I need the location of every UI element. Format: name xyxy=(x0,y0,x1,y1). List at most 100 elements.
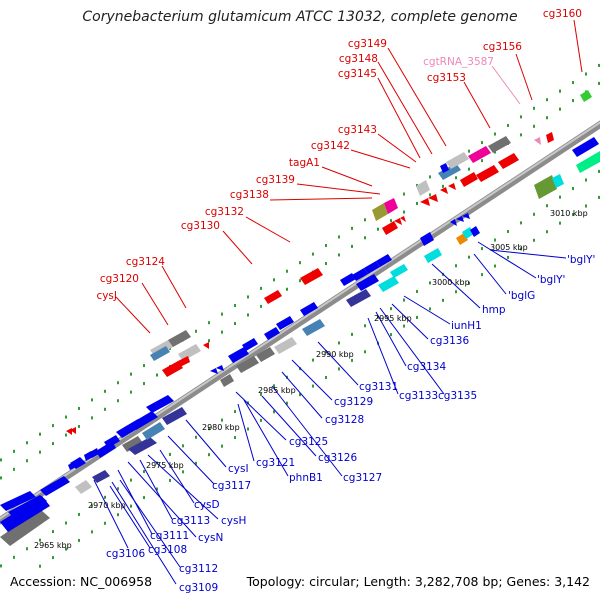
kbp-tick-label: 2985 kbp xyxy=(258,386,296,395)
kbp-tick-label: 2990 kbp xyxy=(316,350,354,359)
track-dot xyxy=(364,350,366,354)
track-dot xyxy=(468,255,470,259)
track-dot xyxy=(533,212,535,216)
gene-label-cysD: cysD xyxy=(194,499,220,511)
gene-feature xyxy=(384,198,398,214)
track-dot xyxy=(377,227,379,231)
gene-feature xyxy=(352,268,368,281)
leader-line xyxy=(185,419,227,468)
track-dot xyxy=(39,450,41,454)
gene-feature xyxy=(142,422,165,440)
track-dot xyxy=(182,470,184,474)
track-dot xyxy=(312,384,314,388)
gene-feature xyxy=(242,338,258,351)
gene-feature xyxy=(228,347,249,363)
kbp-tick-label: 3000 kbp xyxy=(432,278,470,287)
track-dot xyxy=(494,150,496,154)
gene-label-cg3112: cg3112 xyxy=(179,563,218,575)
track-dot xyxy=(39,432,41,436)
gene-feature xyxy=(0,491,36,511)
leader-line xyxy=(431,263,481,309)
gene-feature xyxy=(0,496,50,532)
track-dot xyxy=(221,444,223,448)
track-dot xyxy=(325,244,327,248)
track-dot xyxy=(429,307,431,311)
track-dot xyxy=(533,124,535,128)
track-dot xyxy=(468,281,470,285)
gene-label-cg3129: cg3129 xyxy=(334,396,373,408)
track-dot xyxy=(286,269,288,273)
track-dot xyxy=(403,192,405,196)
track-dot xyxy=(195,329,197,333)
track-dot xyxy=(78,424,80,428)
track-dot xyxy=(520,133,522,137)
track-dot xyxy=(481,247,483,251)
gene-feature xyxy=(40,476,70,496)
kbp-tick-label: 3005 kbp xyxy=(490,243,528,252)
gene-label-cg3136: cg3136 xyxy=(430,335,469,347)
track-dot xyxy=(208,321,210,325)
track-dot xyxy=(26,547,28,551)
leader-line xyxy=(141,282,169,326)
gene-feature xyxy=(346,289,371,307)
track-dot xyxy=(481,273,483,277)
track-dot xyxy=(130,372,132,376)
track-dot xyxy=(572,187,574,191)
track-dot xyxy=(455,264,457,268)
track-dot xyxy=(156,487,158,491)
gene-feature xyxy=(130,411,158,430)
track-dot xyxy=(260,286,262,290)
gene-label-cg3120: cg3120 xyxy=(100,273,139,285)
track-dot xyxy=(299,261,301,265)
gene-label-cysI: cysI xyxy=(228,463,249,475)
track-dot xyxy=(143,470,145,474)
track-dot xyxy=(143,364,145,368)
leader-line xyxy=(391,303,429,340)
gene-label-hmp: hmp xyxy=(482,304,506,316)
gene-feature xyxy=(203,342,209,349)
gene-label-bglY-2: 'bglY' xyxy=(567,254,595,266)
gene-feature xyxy=(378,276,399,292)
leader-line xyxy=(350,149,411,169)
gene-feature xyxy=(300,268,323,285)
track-dot xyxy=(403,324,405,328)
leader-line xyxy=(245,216,291,243)
track-dot xyxy=(325,376,327,380)
leader-line xyxy=(377,77,421,159)
gene-feature xyxy=(150,346,170,361)
gene-feature xyxy=(178,344,201,361)
summary-text: Topology: circular; Length: 3,282,708 bp… xyxy=(246,574,590,589)
gene-label-cg3106: cg3106 xyxy=(106,548,145,560)
gene-feature xyxy=(302,319,325,336)
gene-feature xyxy=(400,216,406,222)
track-dot xyxy=(481,159,483,163)
features-layer xyxy=(0,90,600,546)
track-dot xyxy=(117,487,119,491)
track-dot xyxy=(195,461,197,465)
leader-line xyxy=(269,197,373,201)
track-dot xyxy=(221,418,223,422)
track-dot xyxy=(78,512,80,516)
track-dot xyxy=(559,89,561,93)
leader-line xyxy=(167,435,215,485)
gene-label-cg3133: cg3133 xyxy=(399,390,438,402)
leader-line xyxy=(109,485,151,549)
gene-feature xyxy=(460,172,478,187)
gene-label-cg3156: cg3156 xyxy=(483,41,522,53)
track-dot xyxy=(533,238,535,242)
gene-feature xyxy=(364,261,380,274)
leader-line xyxy=(489,249,567,259)
track-dot xyxy=(273,384,275,388)
track-dot xyxy=(26,441,28,445)
track-dot xyxy=(546,98,548,102)
track-dot xyxy=(13,449,15,453)
track-dot xyxy=(130,390,132,394)
leader-line xyxy=(379,307,445,395)
track-dot xyxy=(234,304,236,308)
gene-label-cg3145: cg3145 xyxy=(338,68,377,80)
track-dot xyxy=(520,221,522,225)
kbp-ticks: 2965 kbp 2970 kbp 2975 kbp 2980 kbp 2985… xyxy=(34,209,588,550)
track-dot xyxy=(546,116,548,120)
gene-feature xyxy=(576,151,600,173)
